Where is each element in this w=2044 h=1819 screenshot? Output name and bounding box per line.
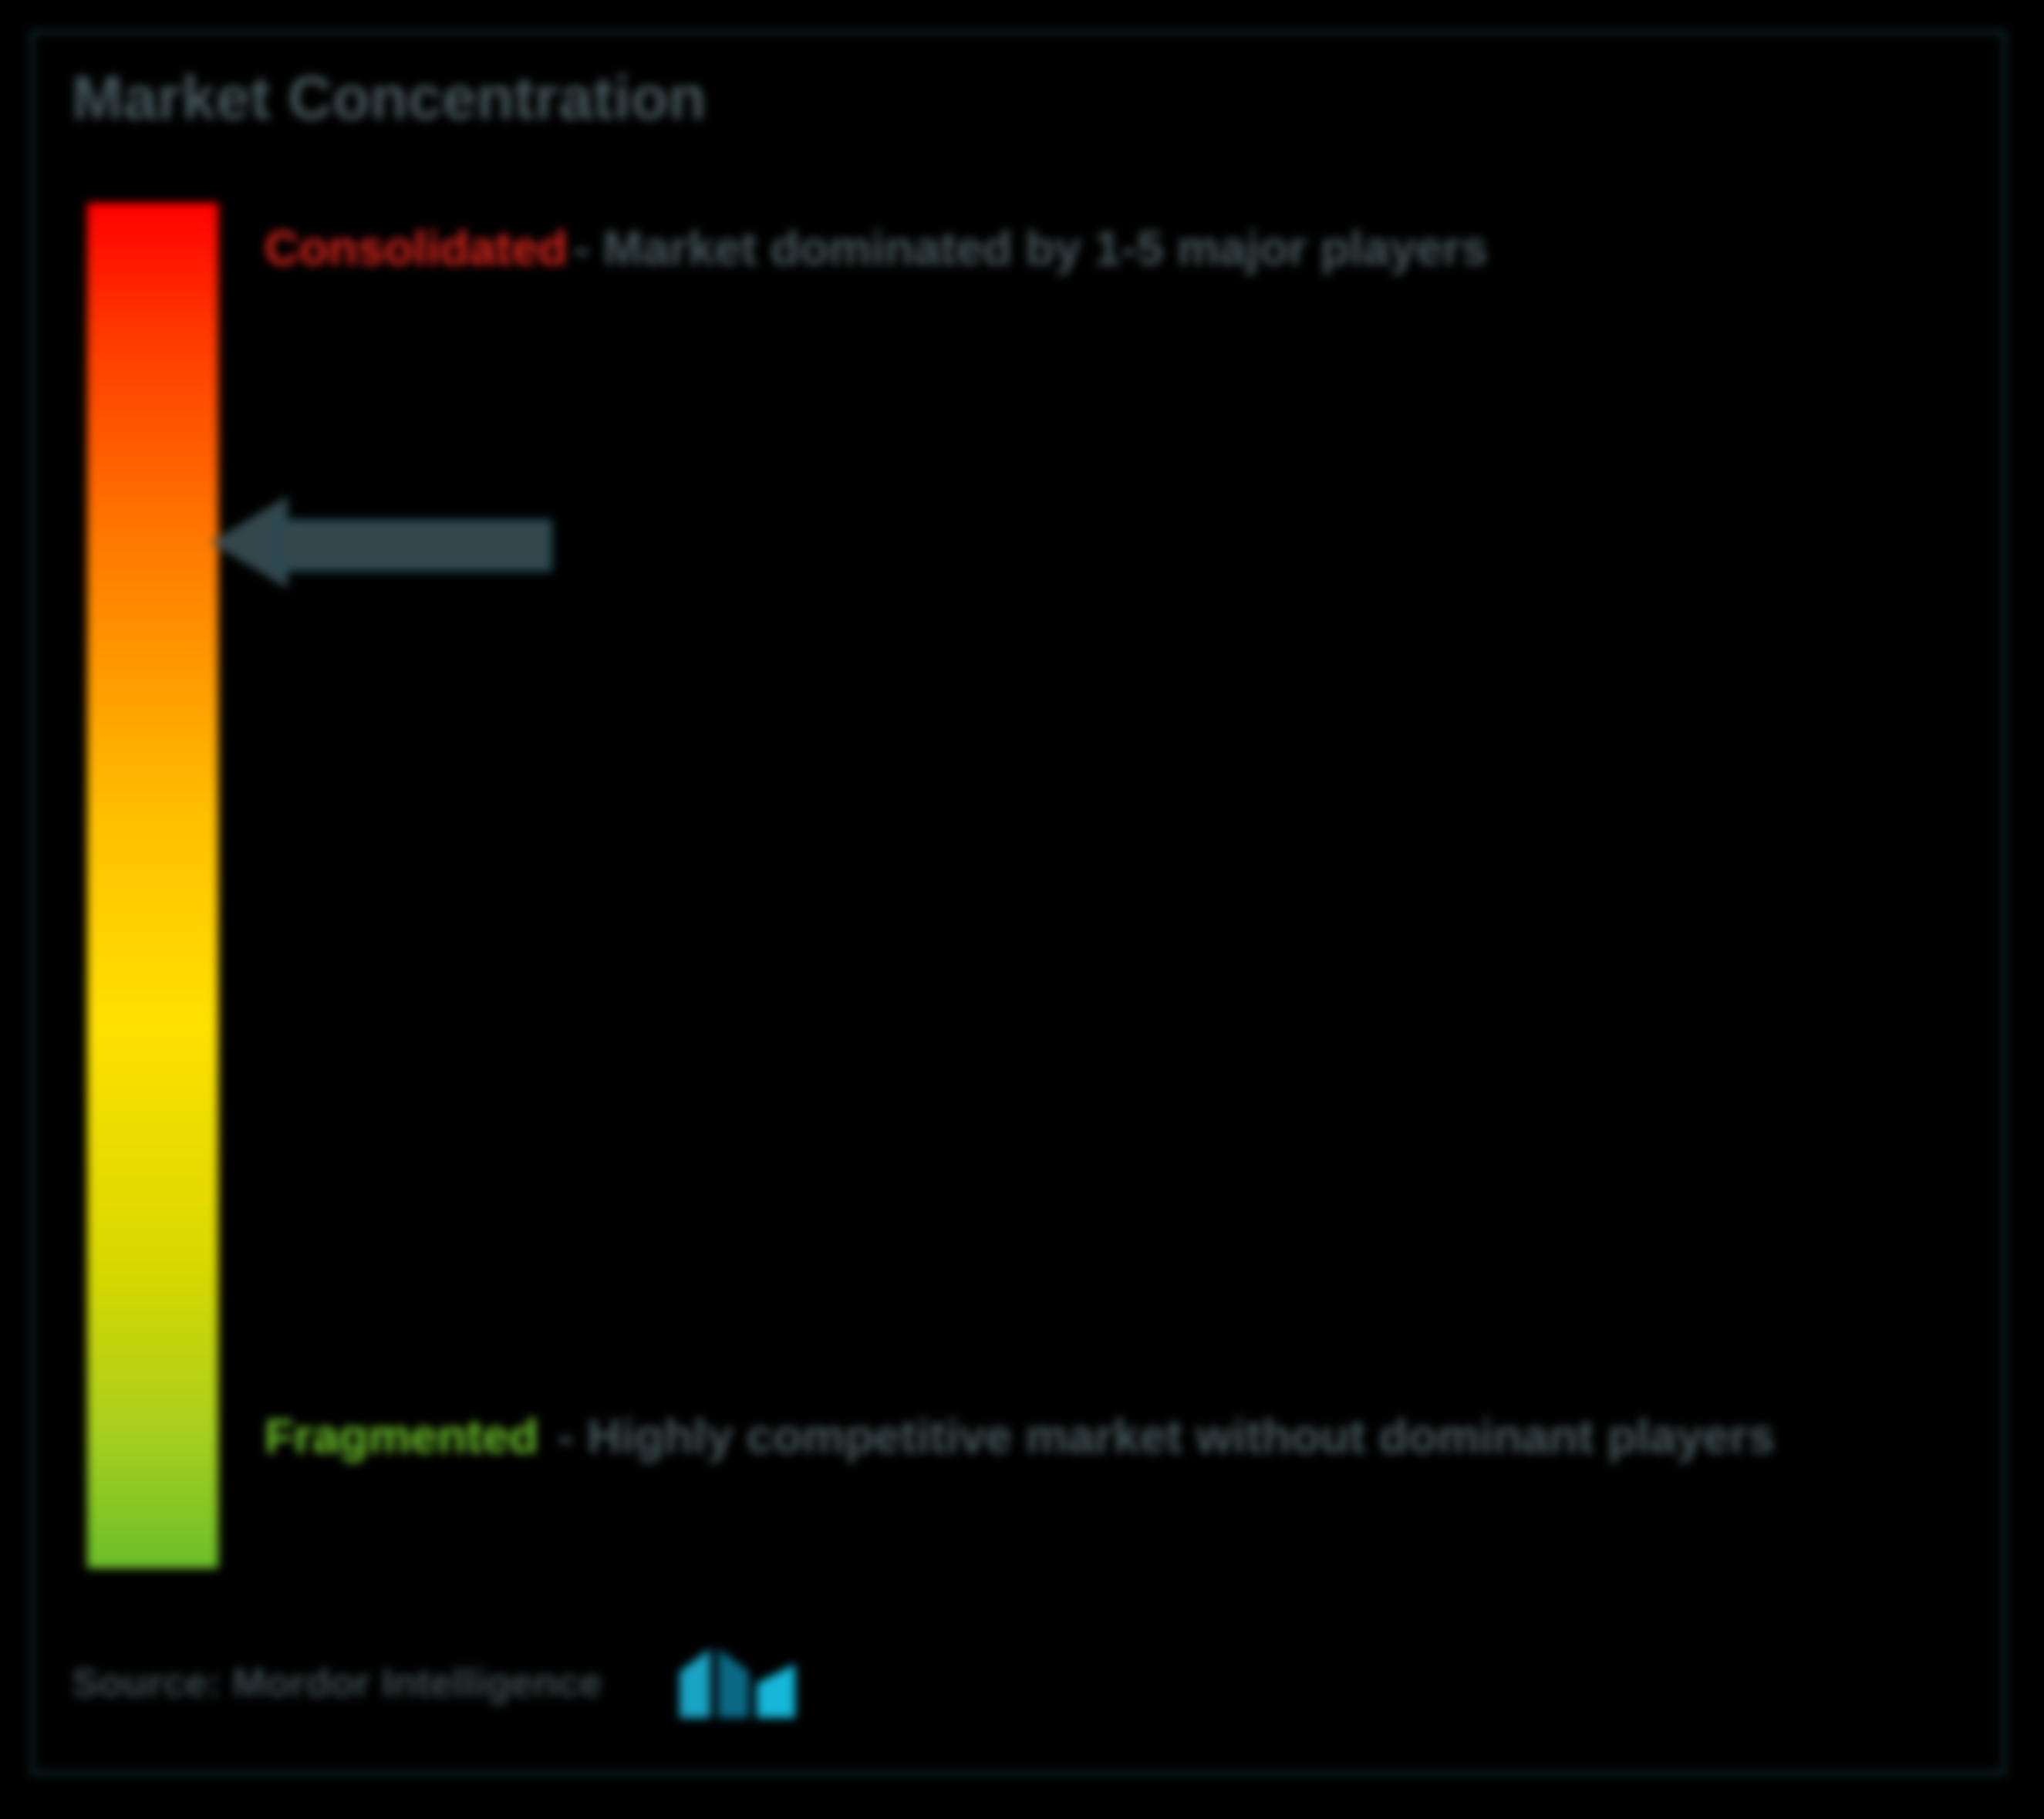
fragmented-desc: - Highly competitive market without domi…	[545, 1410, 1775, 1463]
consolidated-desc: - Market dominated by 1-5 major players	[574, 222, 1488, 275]
source-text: Source: Mordor Intelligence	[72, 1660, 602, 1706]
fragmented-lead: Fragmented	[265, 1410, 538, 1463]
fragmented-label: Fragmented - Highly competitive market w…	[265, 1399, 1884, 1475]
indicator-arrow	[211, 496, 550, 589]
footer: Source: Mordor Intelligence	[72, 1641, 803, 1726]
market-concentration-card: Market Concentration Consolidated- Marke…	[31, 31, 2005, 1774]
concentration-scale	[87, 203, 218, 1568]
mordor-logo-icon	[672, 1641, 803, 1726]
consolidated-lead: Consolidated	[265, 222, 568, 275]
chart-title: Market Concentration	[72, 62, 706, 133]
consolidated-label: Consolidated- Market dominated by 1-5 ma…	[265, 211, 1884, 287]
arrow-shaft	[276, 519, 552, 572]
gradient-bar	[87, 203, 218, 1568]
